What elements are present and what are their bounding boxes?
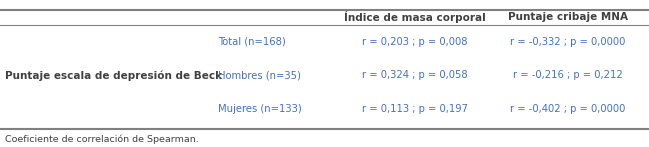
Text: r = 0,203 ; p = 0,008: r = 0,203 ; p = 0,008 xyxy=(362,37,468,47)
Text: r = -0,332 ; p = 0,0000: r = -0,332 ; p = 0,0000 xyxy=(510,37,626,47)
Text: Coeficiente de correlación de Spearman.: Coeficiente de correlación de Spearman. xyxy=(5,134,199,144)
Text: r = -0,216 ; p = 0,212: r = -0,216 ; p = 0,212 xyxy=(513,70,623,80)
Text: r = 0,113 ; p = 0,197: r = 0,113 ; p = 0,197 xyxy=(362,104,468,114)
Text: Hombres (n=35): Hombres (n=35) xyxy=(218,70,301,80)
Text: Total (n=168): Total (n=168) xyxy=(218,37,286,47)
Text: Puntaje cribaje MNA: Puntaje cribaje MNA xyxy=(508,12,628,22)
Text: Mujeres (n=133): Mujeres (n=133) xyxy=(218,104,302,114)
Text: Índice de masa corporal: Índice de masa corporal xyxy=(344,11,486,23)
Text: Puntaje escala de depresión de Beck: Puntaje escala de depresión de Beck xyxy=(5,70,222,81)
Text: r = -0,402 ; p = 0,0000: r = -0,402 ; p = 0,0000 xyxy=(510,104,626,114)
Text: r = 0,324 ; p = 0,058: r = 0,324 ; p = 0,058 xyxy=(362,70,468,80)
